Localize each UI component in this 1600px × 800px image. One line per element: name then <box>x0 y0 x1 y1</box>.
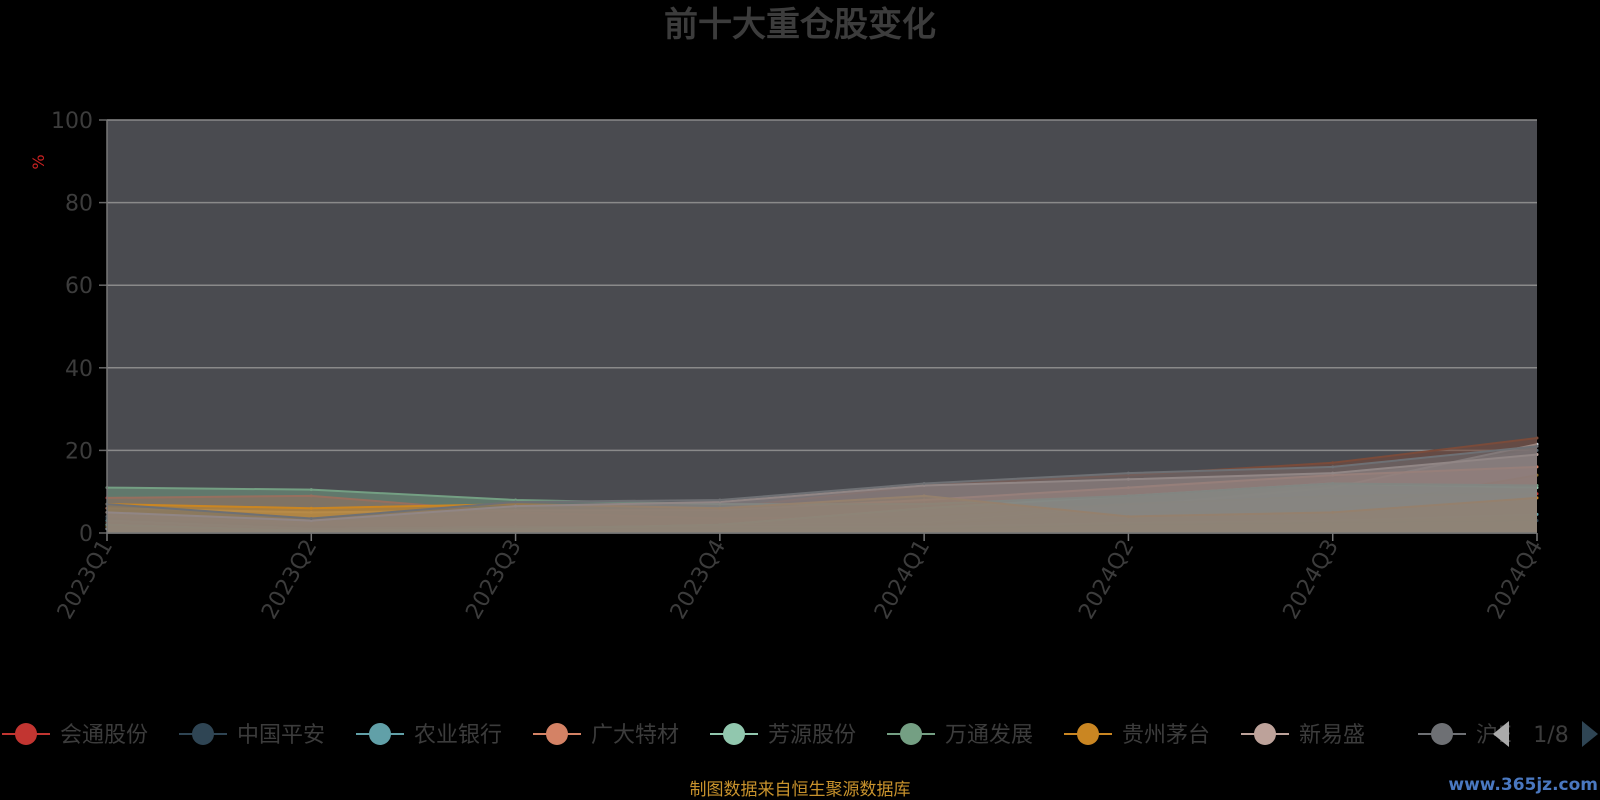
y-tick-label: 60 <box>65 274 93 299</box>
legend-label: 贵州茅台 <box>1122 723 1210 748</box>
legend-label: 会通股份 <box>60 723 148 748</box>
legend-item[interactable]: 芳源股份 <box>710 723 856 748</box>
legend-label: 新易盛 <box>1299 723 1365 748</box>
y-tick-label: 20 <box>65 439 93 464</box>
legend-marker-icon <box>900 723 922 745</box>
legend-item[interactable]: 会通股份 <box>2 723 148 748</box>
y-tick-label: 100 <box>51 109 93 134</box>
legend-page-label: 1/8 <box>1533 723 1568 748</box>
data-source-note: 制图数据来自恒生聚源数据库 <box>690 780 911 800</box>
x-tick-label: 2024Q4 <box>1483 536 1548 624</box>
legend-marker-icon <box>369 723 391 745</box>
legend-item[interactable]: 新易盛 <box>1241 723 1365 748</box>
legend-marker-icon <box>1254 723 1276 745</box>
x-tick-label: 2023Q2 <box>257 536 322 624</box>
legend-item[interactable]: 农业银行 <box>356 723 502 748</box>
series-8-point <box>1535 444 1539 448</box>
legend-item[interactable]: 万通发展 <box>887 723 1033 748</box>
legend-next-icon[interactable] <box>1582 721 1598 747</box>
series-8-point <box>1331 465 1335 469</box>
y-tick-label: 0 <box>79 522 93 547</box>
series-areas <box>105 436 1539 533</box>
legend-marker-icon <box>723 723 745 745</box>
extra-series-3-point <box>1535 436 1539 440</box>
x-tick-label: 2023Q1 <box>53 536 118 624</box>
series-8-point <box>309 517 313 521</box>
series-8-point <box>922 481 926 485</box>
x-tick-label: 2024Q3 <box>1279 536 1344 624</box>
legend-label: 广大特材 <box>591 723 679 748</box>
legend-prev-icon[interactable] <box>1493 721 1509 747</box>
legend-label: 万通发展 <box>945 723 1033 748</box>
legend-marker-icon <box>192 723 214 745</box>
legend-pager[interactable]: 1/8 <box>1493 721 1598 748</box>
x-tick-label: 2024Q2 <box>1074 536 1139 624</box>
legend-item[interactable]: 广大特材 <box>533 723 679 748</box>
x-tick-label: 2024Q1 <box>870 536 935 624</box>
y-axis-ticks: 0 20 40 60 80 100 <box>51 109 1537 547</box>
legend-marker-icon <box>1077 723 1099 745</box>
legend-item[interactable]: 贵州茅台 <box>1064 723 1210 748</box>
series-8-line <box>106 445 1538 520</box>
legend-item[interactable]: 中国平安 <box>179 723 325 748</box>
legend-marker-icon <box>1431 723 1453 745</box>
legend-marker-icon <box>15 723 37 745</box>
legend-marker-icon <box>546 723 568 745</box>
series-8-point <box>514 500 518 504</box>
extra-series-3-point <box>1331 461 1335 465</box>
series-5-point <box>309 488 313 492</box>
series-8-point <box>1126 471 1130 475</box>
chart-title: 前十大重仓股变化 <box>664 5 936 45</box>
y-tick-label: 80 <box>65 192 93 217</box>
y-axis-label: % <box>29 154 48 169</box>
legend-label: 农业银行 <box>414 723 502 748</box>
legend[interactable]: 会通股份 中国平安 农业银行 广大特材 芳源股份 万通发展 贵州茅台 新易盛 沪E <box>2 723 1512 748</box>
y-tick-label: 40 <box>65 357 93 382</box>
series-8-area <box>107 446 1537 533</box>
legend-label: 中国平安 <box>237 723 325 748</box>
x-axis-ticks: 2023Q1 2023Q2 2023Q3 2023Q4 2024Q1 2024Q2 2024… <box>53 533 1548 624</box>
series-5-point <box>514 498 518 502</box>
x-tick-label: 2023Q4 <box>666 536 731 624</box>
x-tick-label: 2023Q3 <box>461 536 526 624</box>
series-6-point <box>309 506 313 510</box>
series-8-point <box>718 498 722 502</box>
watermark: www.365jz.com <box>1448 775 1598 795</box>
legend-label: 芳源股份 <box>768 723 856 748</box>
